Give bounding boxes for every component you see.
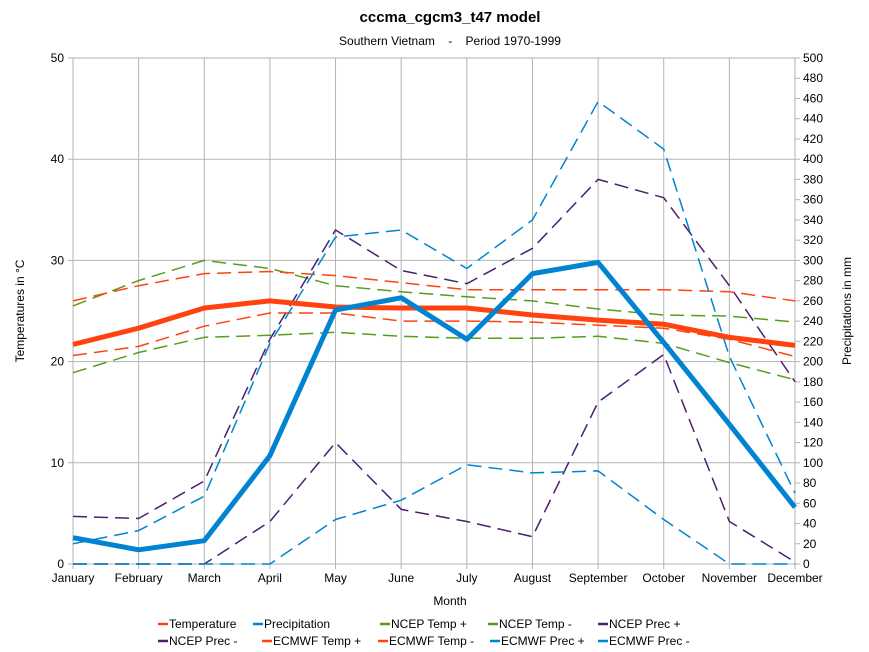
series-line (72, 259, 796, 323)
y2-tick-label: 360 (803, 193, 823, 207)
y2-tick-label: 500 (803, 51, 823, 65)
x-tick-label: November (702, 571, 757, 585)
series-ecmwf-tempplus (72, 270, 796, 302)
legend-item: NCEP Prec - (158, 634, 237, 648)
series-line (73, 464, 795, 565)
series-ncep-precminus (73, 353, 796, 565)
x-tick-label: August (514, 571, 552, 585)
y2-tick-label: 200 (803, 355, 823, 369)
x-tick-label: February (115, 571, 163, 585)
series-line (72, 270, 796, 302)
y2-tick-label: 0 (803, 557, 810, 571)
legend: Temperature Precipitation NCEP Temp + NCEP … (158, 617, 690, 648)
y2-tick-label: 180 (803, 375, 823, 389)
x-tick-label: May (324, 571, 347, 585)
gridlines (72, 57, 796, 565)
x-tick-label: December (767, 571, 822, 585)
legend-label: Precipitation (264, 617, 330, 631)
y2-tick-label: 300 (803, 253, 823, 267)
series-line (72, 178, 796, 520)
y-tick-label: 40 (51, 152, 65, 166)
series-line (72, 100, 796, 545)
x-tick-label: September (569, 571, 628, 585)
y2-tick-label: 400 (803, 152, 823, 166)
x-axis-title: Month (433, 594, 466, 608)
y2-tick-label: 120 (803, 436, 823, 450)
y-tick-label: 30 (51, 253, 65, 267)
y2-tick-label: 20 (803, 537, 817, 551)
series-ncep-tempminus (72, 331, 796, 381)
legend-label: NCEP Temp - (499, 617, 572, 631)
legend-item: NCEP Temp + (380, 617, 467, 631)
chart-title: cccma_cgcm3_t47 model (360, 9, 541, 26)
series-temperature (72, 298, 796, 348)
x-tick-label: October (642, 571, 685, 585)
axes (68, 57, 800, 569)
chart-subtitle: Southern Vietnam - Period 1970-1999 (339, 34, 561, 48)
legend-item: NCEP Prec + (598, 617, 680, 631)
y2-tick-label: 260 (803, 294, 823, 308)
y-tick-label: 10 (51, 456, 65, 470)
y2-tick-label: 80 (803, 476, 817, 490)
x-tick-label: July (456, 571, 477, 585)
legend-label: NCEP Temp + (391, 617, 467, 631)
series-line (72, 331, 796, 381)
y2-tick-label: 320 (803, 233, 823, 247)
y2-tick-label: 340 (803, 213, 823, 227)
y2-tick-label: 140 (803, 415, 823, 429)
legend-label: ECMWF Prec - (609, 634, 690, 648)
series-precipitation (72, 259, 797, 553)
y2-tick-label: 380 (803, 172, 823, 186)
legend-item: NCEP Temp - (488, 617, 572, 631)
legend-item: ECMWF Prec + (490, 634, 585, 648)
series-ncep-precplus (72, 178, 796, 520)
legend-item: Precipitation (253, 617, 330, 631)
y2-tick-label: 220 (803, 334, 823, 348)
y2-tick-label: 240 (803, 314, 823, 328)
y2-axis-title: Precipitations in mm (840, 257, 854, 365)
series-line (72, 259, 797, 553)
y2-tick-label: 40 (803, 517, 817, 531)
y2-tick-label: 420 (803, 132, 823, 146)
series-ecmwf-precminus (73, 464, 795, 565)
series-line (73, 353, 796, 565)
x-tick-label: January (52, 571, 95, 585)
y-tick-label: 0 (57, 557, 64, 571)
legend-item: ECMWF Prec - (598, 634, 690, 648)
y2-tick-label: 440 (803, 112, 823, 126)
x-tick-label: June (388, 571, 414, 585)
tick-labels: 0 10 20 30 40 50 January February March April May J… (51, 51, 824, 585)
y-axis-title: Temperatures in °C (13, 259, 27, 362)
x-tick-label: March (188, 571, 221, 585)
legend-label: ECMWF Prec + (501, 634, 585, 648)
legend-label: ECMWF Temp + (273, 634, 361, 648)
y2-tick-label: 280 (803, 274, 823, 288)
legend-item: ECMWF Temp - (378, 634, 474, 648)
x-tick-label: April (258, 571, 282, 585)
y2-tick-label: 160 (803, 395, 823, 409)
legend-item: Temperature (158, 617, 237, 631)
legend-item: ECMWF Temp + (262, 634, 361, 648)
y-tick-label: 20 (51, 355, 65, 369)
series-line (72, 298, 796, 348)
series-ecmwf-precplus (72, 100, 796, 545)
y2-tick-label: 60 (803, 496, 817, 510)
series-ncep-tempplus (72, 259, 796, 323)
legend-label: Temperature (169, 617, 237, 631)
y2-tick-label: 100 (803, 456, 823, 470)
legend-label: NCEP Prec + (609, 617, 680, 631)
legend-label: NCEP Prec - (169, 634, 237, 648)
series-lines (72, 100, 797, 565)
y-tick-label: 50 (51, 51, 65, 65)
y2-tick-label: 460 (803, 91, 823, 105)
y2-tick-label: 480 (803, 71, 823, 85)
legend-label: ECMWF Temp - (389, 634, 474, 648)
